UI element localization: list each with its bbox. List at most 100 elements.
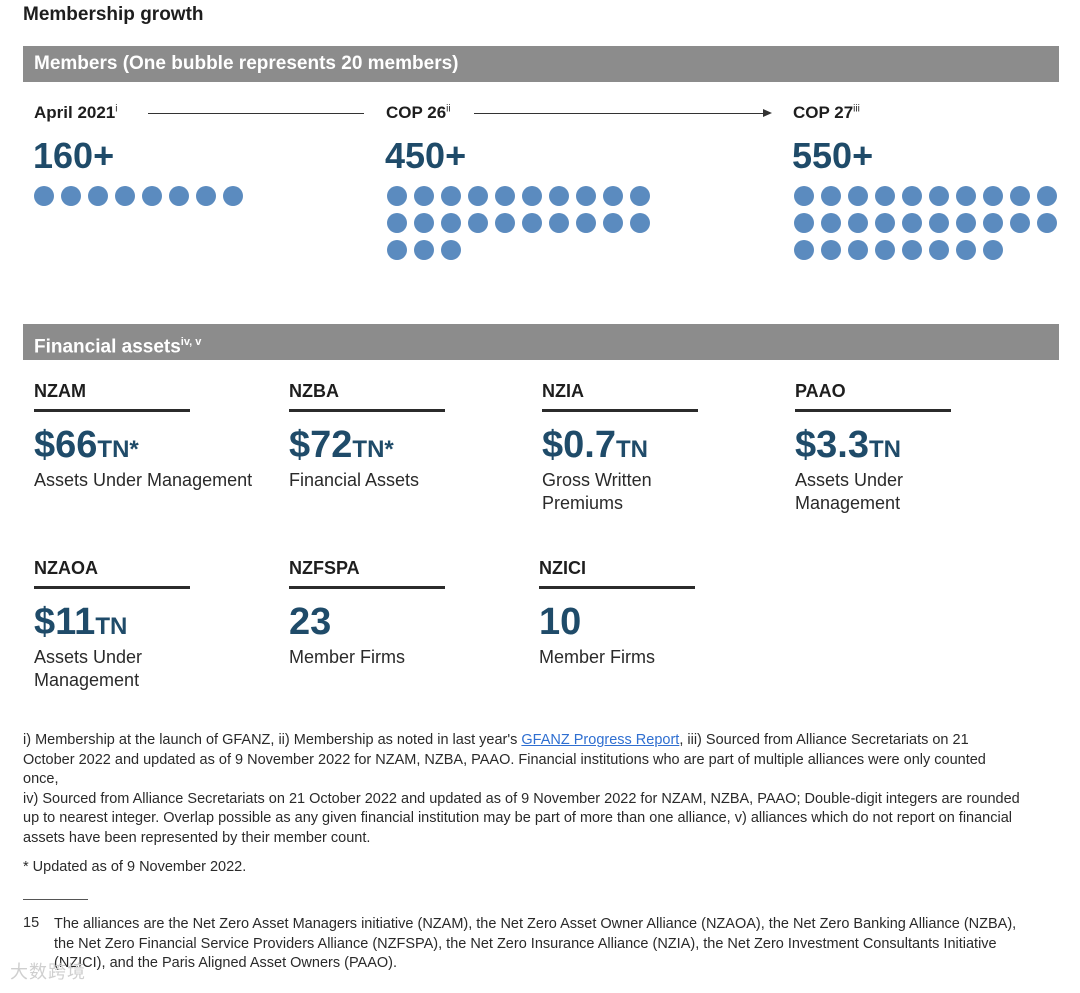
member-bubble xyxy=(196,186,216,206)
member-bubble xyxy=(387,213,407,233)
member-bubble xyxy=(495,213,515,233)
asset-name: NZFSPA xyxy=(289,558,360,578)
member-bubble xyxy=(848,213,868,233)
timeline-line xyxy=(148,113,364,114)
star-note: * Updated as of 9 November 2022. xyxy=(23,859,247,875)
member-bubble xyxy=(223,186,243,206)
divider xyxy=(795,409,951,412)
milestone-label: April 2021i xyxy=(34,103,118,122)
member-bubble xyxy=(88,186,108,206)
member-bubble xyxy=(848,240,868,260)
member-bubble xyxy=(630,213,650,233)
member-bubble xyxy=(875,213,895,233)
asset-desc: Assets Under Management xyxy=(34,647,143,690)
asset-card: NZAOA $11TN Assets Under Management xyxy=(34,558,194,692)
divider xyxy=(539,586,695,589)
asset-value: $11TN xyxy=(34,601,128,643)
member-bubble xyxy=(468,186,488,206)
bubble-grid xyxy=(794,186,1064,260)
asset-value: 10 xyxy=(539,601,582,643)
member-bubble xyxy=(522,186,542,206)
member-bubble xyxy=(549,213,569,233)
progress-report-link[interactable]: GFANZ Progress Report xyxy=(521,732,680,748)
member-bubble xyxy=(441,240,461,260)
member-bubble xyxy=(983,186,1003,206)
member-bubble xyxy=(441,186,461,206)
member-bubble xyxy=(875,186,895,206)
milestone-count: 550+ xyxy=(792,135,874,176)
member-bubble xyxy=(387,240,407,260)
asset-name: NZAM xyxy=(34,381,86,401)
member-bubble xyxy=(1010,213,1030,233)
asset-name: NZBA xyxy=(289,381,339,401)
member-bubble xyxy=(875,240,895,260)
asset-desc: Assets Under Management xyxy=(795,470,904,513)
member-bubble xyxy=(169,186,189,206)
divider xyxy=(289,409,445,412)
divider xyxy=(34,586,190,589)
footnote-number: 15 xyxy=(23,915,40,931)
member-bubble xyxy=(983,240,1003,260)
asset-desc: Member Firms xyxy=(539,647,655,667)
member-bubble xyxy=(115,186,135,206)
member-bubble xyxy=(387,186,407,206)
member-bubble xyxy=(1010,186,1030,206)
member-bubble xyxy=(929,240,949,260)
milestone-label: COP 27iii xyxy=(793,103,860,122)
member-bubble xyxy=(576,186,596,206)
member-bubble xyxy=(549,186,569,206)
member-bubble xyxy=(902,240,922,260)
footnote-text: The alliances are the Net Zero Asset Man… xyxy=(54,916,1017,971)
asset-value: $72TN* xyxy=(289,424,394,466)
member-bubble xyxy=(414,213,434,233)
asset-desc: Member Firms xyxy=(289,647,405,667)
asset-value: $3.3TN xyxy=(795,424,901,466)
member-bubble xyxy=(848,186,868,206)
member-bubble xyxy=(956,186,976,206)
member-bubble xyxy=(441,213,461,233)
assets-banner: Financial assetsiv, v xyxy=(23,324,1059,360)
page-title: Membership growth xyxy=(23,4,204,25)
member-bubble xyxy=(821,240,841,260)
member-bubble xyxy=(34,186,54,206)
asset-card: PAAO $3.3TN Assets Under Management xyxy=(795,381,955,515)
timeline-line xyxy=(474,113,764,114)
asset-card: NZIA $0.7TN Gross Written Premiums xyxy=(542,381,702,515)
asset-desc: Assets Under Management xyxy=(34,470,253,490)
member-bubble xyxy=(603,213,623,233)
asset-desc: Financial Assets xyxy=(289,470,420,490)
member-bubble xyxy=(821,186,841,206)
asset-card: NZAM $66TN* Assets Under Management xyxy=(34,381,254,492)
divider xyxy=(34,409,190,412)
member-bubble xyxy=(414,186,434,206)
asset-desc: Gross Written Premiums xyxy=(542,470,652,513)
notes: i) Membership at the launch of GFANZ, ii… xyxy=(23,732,1020,846)
asset-card: NZFSPA 23 Member Firms xyxy=(289,558,509,669)
member-bubble xyxy=(794,213,814,233)
asset-name: PAAO xyxy=(795,381,846,401)
member-bubble xyxy=(1037,186,1057,206)
asset-name: NZAOA xyxy=(34,558,98,578)
asset-name: NZICI xyxy=(539,558,586,578)
member-bubble xyxy=(794,240,814,260)
bubble-grid xyxy=(387,186,657,260)
member-bubble xyxy=(468,213,488,233)
member-bubble xyxy=(1037,213,1057,233)
member-bubble xyxy=(630,186,650,206)
member-bubble xyxy=(956,240,976,260)
member-bubble xyxy=(929,186,949,206)
divider xyxy=(542,409,698,412)
asset-value: 23 xyxy=(289,601,332,643)
asset-value: $0.7TN xyxy=(542,424,648,466)
divider xyxy=(289,586,445,589)
member-bubble xyxy=(929,213,949,233)
member-bubble xyxy=(794,186,814,206)
member-bubble xyxy=(902,213,922,233)
milestone-label: COP 26ii xyxy=(386,103,451,122)
member-bubble xyxy=(61,186,81,206)
member-bubble xyxy=(983,213,1003,233)
member-bubble xyxy=(821,213,841,233)
watermark: 大数跨境 xyxy=(10,962,86,982)
member-bubble xyxy=(522,213,542,233)
bubble-grid xyxy=(34,186,304,206)
